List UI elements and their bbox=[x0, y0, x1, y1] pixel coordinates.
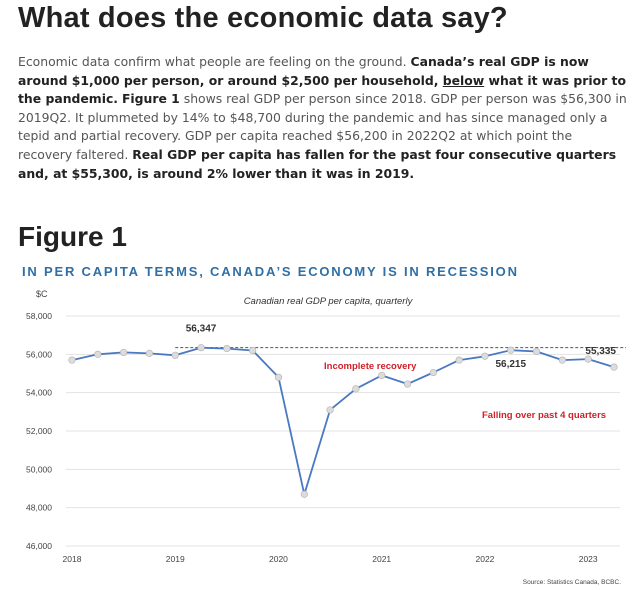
y-axis-unit: $C bbox=[36, 289, 48, 299]
y-axis: 46,000 48,000 50,000 52,000 54,000 56,000 58,0… bbox=[26, 311, 52, 551]
y-tick-label: 48,000 bbox=[26, 503, 52, 513]
data-point bbox=[145, 349, 154, 357]
data-point bbox=[120, 348, 128, 357]
paragraph-run: below bbox=[442, 72, 485, 88]
data-point bbox=[197, 344, 205, 352]
y-tick-label: 50,000 bbox=[26, 464, 52, 474]
article-heading: What does the economic data say? bbox=[18, 2, 508, 34]
y-tick-label: 56,000 bbox=[26, 349, 52, 359]
y-tick-label: 52,000 bbox=[26, 426, 52, 436]
x-tick-label: 2018 bbox=[63, 554, 82, 564]
x-tick-label: 2023 bbox=[579, 554, 598, 564]
paragraph-run: Economic data confirm what people are fe… bbox=[18, 54, 411, 69]
series-gdp-per-capita bbox=[68, 344, 618, 498]
y-tick-label: 46,000 bbox=[26, 541, 52, 551]
y-tick-label: 54,000 bbox=[26, 388, 52, 398]
paragraph-run: Figure 1 bbox=[121, 91, 180, 107]
y-tick-label: 58,000 bbox=[26, 311, 52, 321]
data-point bbox=[249, 346, 257, 355]
data-point bbox=[94, 350, 102, 358]
chart-subtitle: Canadian real GDP per capita, quarterly bbox=[244, 296, 414, 307]
paragraph-run: Canada’s real GDP is now around $1,000 p… bbox=[18, 54, 589, 88]
x-tick-label: 2022 bbox=[475, 554, 494, 564]
data-point bbox=[610, 363, 618, 371]
data-point bbox=[584, 355, 592, 363]
data-point bbox=[68, 356, 76, 364]
data-point bbox=[481, 352, 489, 360]
data-point bbox=[558, 356, 566, 364]
x-tick-label: 2021 bbox=[372, 554, 391, 564]
data-label: 55,335 bbox=[585, 346, 616, 357]
x-axis: 2018 2019 2020 2021 2022 2023 bbox=[63, 554, 598, 564]
annotation-falling: Falling over past 4 quarters bbox=[482, 410, 606, 421]
data-labels: 56,347 56,215 55,335 bbox=[186, 324, 617, 371]
chart-title: IN PER CAPITA TERMS, CANADA’S ECONOMY IS… bbox=[22, 264, 519, 279]
series-line bbox=[71, 346, 615, 496]
source-note: Source: Statistics Canada, BCBC. bbox=[523, 579, 621, 586]
data-point bbox=[532, 347, 541, 356]
data-point bbox=[274, 373, 283, 381]
paragraph-run: shows real GDP per person since 2018. GD… bbox=[18, 91, 627, 162]
paragraph-run: what it was prior to the pandemic. bbox=[18, 72, 626, 107]
data-point bbox=[455, 356, 463, 364]
gridlines bbox=[66, 315, 620, 547]
data-point bbox=[223, 344, 231, 353]
x-tick-label: 2019 bbox=[166, 554, 185, 564]
data-point bbox=[300, 490, 308, 498]
data-point bbox=[378, 371, 386, 380]
data-label: 56,347 bbox=[186, 324, 217, 335]
annotation-incomplete-recovery: Incomplete recovery bbox=[324, 361, 417, 372]
data-point bbox=[507, 346, 515, 354]
data-point bbox=[352, 385, 360, 393]
figure-title: Figure 1 bbox=[18, 221, 127, 252]
x-tick-label: 2020 bbox=[269, 554, 288, 564]
paragraph-run: Real GDP per capita has fallen for the p… bbox=[18, 146, 617, 181]
data-point bbox=[326, 406, 334, 414]
data-point bbox=[171, 351, 179, 359]
data-point bbox=[403, 380, 412, 388]
data-label: 56,215 bbox=[495, 359, 526, 370]
article-paragraph: Economic data confirm what people are fe… bbox=[18, 53, 628, 183]
data-point bbox=[429, 368, 437, 377]
